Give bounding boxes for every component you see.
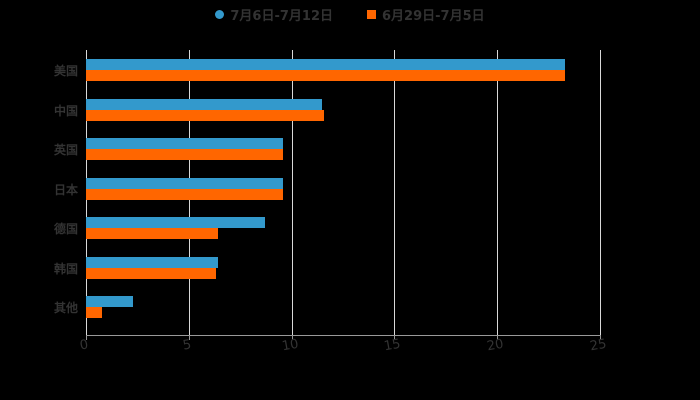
x-tick: [600, 335, 601, 340]
bar[interactable]: [86, 149, 284, 160]
gridline: [497, 50, 499, 336]
x-tick: [394, 335, 396, 340]
x-tick: [291, 335, 293, 340]
x-tick-label: 0: [78, 337, 90, 354]
bar[interactable]: [86, 109, 325, 121]
circle-marker-icon: [215, 9, 225, 19]
x-tick-label: 10: [280, 336, 300, 355]
legend: 7月6日-7月12日 6月29日-7月5日: [0, 4, 700, 24]
legend-label: 6月29日-7月5日: [382, 8, 485, 24]
bar[interactable]: [86, 177, 284, 189]
gridline: [600, 50, 601, 336]
x-tick-label: 25: [588, 336, 608, 355]
bar[interactable]: [86, 307, 103, 318]
bar[interactable]: [86, 296, 134, 307]
bar[interactable]: [86, 98, 323, 110]
gridline: [394, 50, 396, 336]
bar[interactable]: [86, 59, 566, 70]
category-label: 中国: [53, 103, 78, 118]
category-label: 其他: [53, 301, 78, 315]
bar[interactable]: [86, 138, 284, 149]
square-marker-icon: [367, 9, 376, 19]
category-label: 韩国: [53, 261, 78, 276]
legend-item-series-2[interactable]: 6月29日-7月5日: [367, 4, 485, 24]
bar[interactable]: [86, 256, 218, 268]
bar[interactable]: [86, 70, 566, 81]
legend-item-series-1[interactable]: 7月6日-7月12日: [215, 4, 333, 24]
x-tick: [86, 335, 87, 340]
category-label: 美国: [53, 64, 78, 78]
x-tick: [188, 335, 190, 340]
x-tick-label: 15: [383, 336, 403, 355]
category-label: 日本: [53, 182, 78, 197]
legend-label: 7月6日-7月12日: [230, 8, 333, 24]
x-axis: [86, 335, 600, 336]
category-label: 英国: [53, 143, 78, 157]
bar[interactable]: [86, 267, 216, 279]
bar[interactable]: [86, 188, 284, 200]
bar[interactable]: [86, 217, 265, 228]
x-tick-label: 5: [181, 337, 193, 354]
x-tick-label: 20: [486, 336, 505, 355]
category-label: 德国: [53, 222, 78, 236]
bar[interactable]: [86, 228, 218, 239]
gridline: [291, 50, 293, 336]
x-tick: [497, 335, 499, 340]
